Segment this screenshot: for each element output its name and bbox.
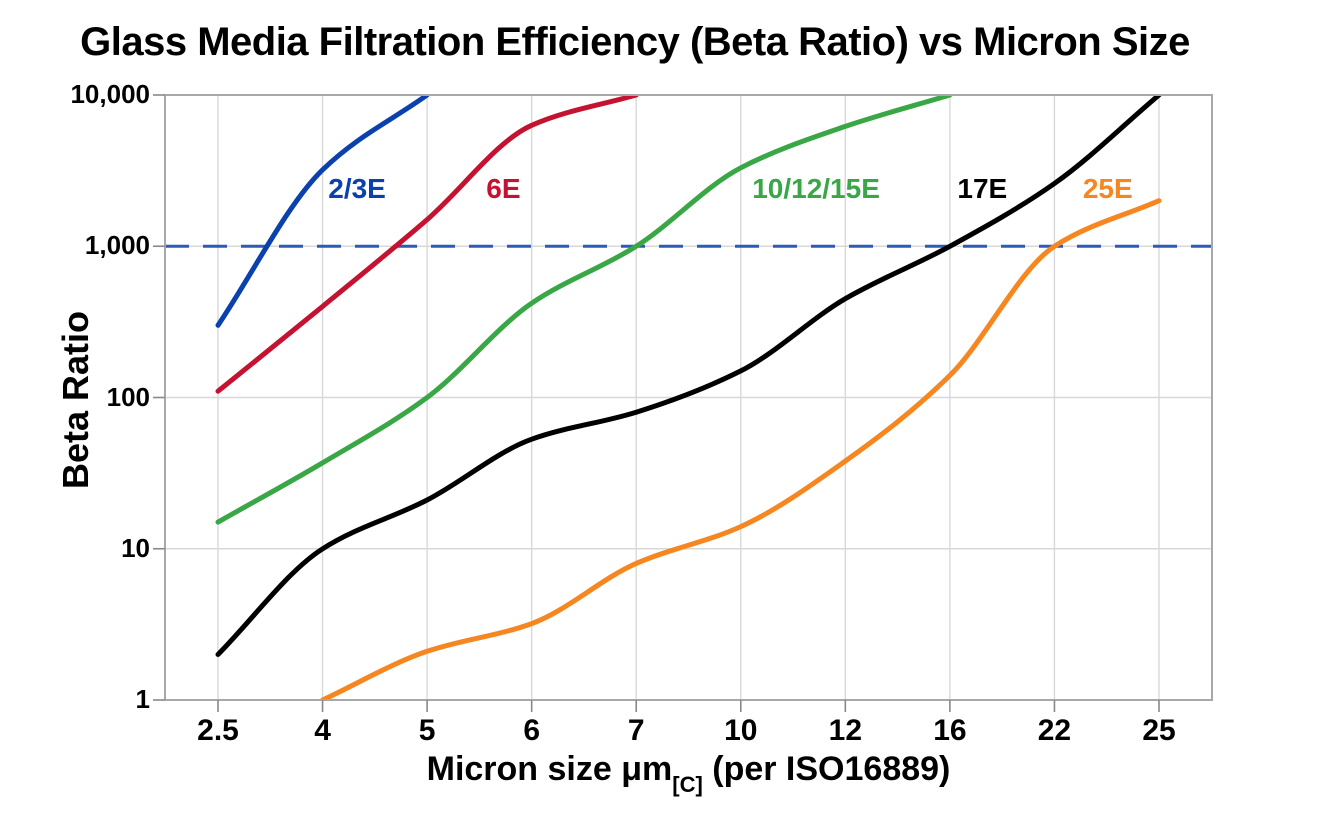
curve-2/3E [215, 95, 430, 328]
curve-label-10-12-15E: 10/12/15E [752, 172, 880, 204]
x-tick-label: 2.5 [197, 714, 239, 747]
y-tick-label: 100 [106, 381, 150, 412]
x-tick-label: 22 [1037, 714, 1072, 747]
x-axis-title-post: (per ISO16889) [702, 750, 951, 788]
x-tick-label: 4 [314, 714, 331, 747]
curve-25E [320, 198, 1162, 700]
x-tick-label: 6 [523, 714, 540, 747]
chart-title: Glass Media Filtration Efficiency (Beta … [80, 20, 1190, 64]
curve-6E [215, 95, 639, 394]
y-tick-label: 1 [135, 684, 150, 714]
curve-label-17E: 17E [957, 172, 1008, 204]
x-tick-label: 16 [933, 714, 967, 747]
y-tick-label: 1,000 [84, 230, 150, 261]
y-tick-label: 10 [121, 532, 150, 563]
x-tick-label: 5 [418, 714, 436, 747]
x-axis-title: Micron size μm[C] (per ISO16889) [165, 750, 1212, 798]
curve-label-2-3E: 2/3E [328, 172, 386, 204]
axis-tick-marks [153, 94, 1160, 712]
x-axis-title-subscript: [C] [672, 772, 703, 797]
data-curves [215, 95, 1162, 700]
y-tick-label: 10,000 [70, 79, 150, 109]
curve-17E [215, 95, 1162, 657]
x-tick-label: 10 [724, 714, 758, 747]
curve-label-6E: 6E [486, 172, 521, 204]
x-tick-label: 12 [828, 714, 863, 747]
curve-10/12/15E [215, 95, 953, 525]
x-axis-title-pre: Micron size μm [426, 750, 673, 788]
curve-label-25E: 25E [1082, 172, 1133, 204]
x-tick-label: 7 [627, 714, 645, 747]
x-tick-label: 25 [1142, 714, 1176, 747]
